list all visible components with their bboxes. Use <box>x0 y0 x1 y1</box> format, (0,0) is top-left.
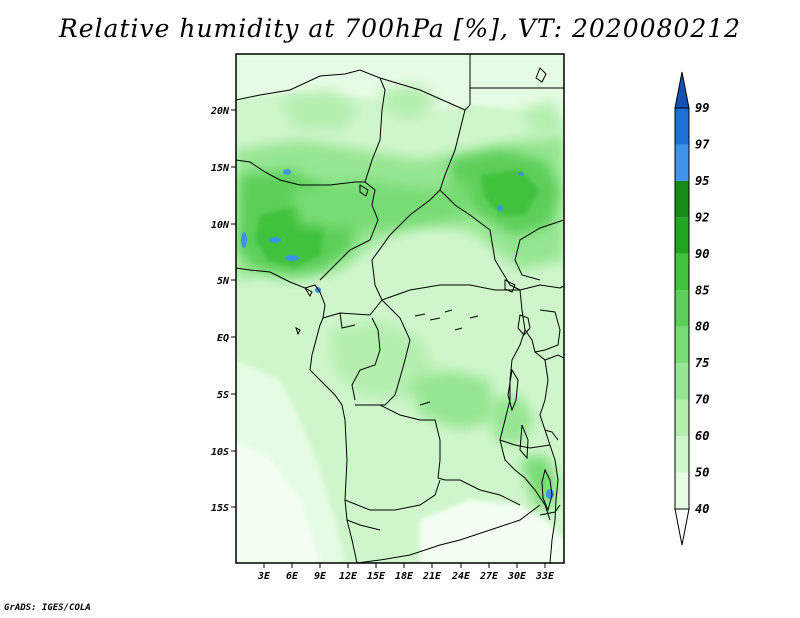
lat-label: 5N <box>217 276 230 287</box>
humidity-field <box>236 54 564 563</box>
lon-label: 18E <box>395 571 414 582</box>
colorbar-label: 92 <box>695 210 709 224</box>
colorbar-bin <box>675 217 689 254</box>
grads-credit: GrADS: IGES/COLA <box>4 603 91 613</box>
colorbar-label: 75 <box>695 356 709 370</box>
colorbar-bin <box>675 363 689 400</box>
lon-label: 6E <box>286 571 299 582</box>
lat-label: 10N <box>211 220 230 231</box>
colorbar-label: 40 <box>695 502 709 516</box>
colorbar-bin <box>675 326 689 364</box>
colorbar-label: 95 <box>695 174 709 188</box>
colorbar-max-triangle <box>674 71 690 109</box>
colorbar-label: 60 <box>695 429 709 443</box>
colorbar-label: 85 <box>695 283 709 297</box>
map-frame <box>235 53 565 564</box>
lat-label: 5S <box>217 390 229 401</box>
lon-label: 24E <box>451 571 471 582</box>
lon-label: 27E <box>479 571 499 582</box>
colorbar-legend: 40 50 60 70 75 80 85 90 92 95 97 99 <box>674 71 710 546</box>
colorbar-bin <box>675 144 689 181</box>
colorbar-bin <box>675 108 689 145</box>
colorbar-bin <box>675 290 689 327</box>
lat-label: EQ <box>217 333 229 344</box>
lon-axis: 3E 6E 9E 12E 15E 18E 21E 24E 27E 30E 33E <box>257 563 555 582</box>
colorbar-bin <box>675 180 689 218</box>
lat-label: 15S <box>211 503 229 514</box>
colorbar-bin <box>675 472 689 509</box>
lon-label: 33E <box>535 571 555 582</box>
lat-label: 20N <box>210 106 230 117</box>
colorbar-label: 80 <box>695 320 709 334</box>
colorbar-label: 50 <box>695 466 709 480</box>
lon-label: 3E <box>257 571 271 582</box>
lat-label: 15N <box>211 163 230 174</box>
colorbar-label: 90 <box>695 247 709 261</box>
colorbar-bin <box>675 399 689 437</box>
lat-label: 10S <box>211 447 229 458</box>
lon-label: 9E <box>314 571 327 582</box>
lon-label: 12E <box>339 571 358 582</box>
colorbar-min-triangle <box>674 508 690 546</box>
colorbar-label: 97 <box>695 137 710 151</box>
colorbar-bin <box>675 253 689 291</box>
colorbar-label: 70 <box>695 393 709 407</box>
colorbar-label: 99 <box>695 101 709 115</box>
lon-label: 15E <box>367 571 386 582</box>
country-borders <box>236 54 564 563</box>
colorbar-outline <box>674 107 690 510</box>
map-title: Relative humidity at 700hPa [%], VT: 202… <box>58 14 742 43</box>
lon-label: 21E <box>422 571 442 582</box>
lat-axis: 20N 15N 10N 5N EQ 5S 10S 15S <box>210 106 236 514</box>
lon-label: 30E <box>507 571 527 582</box>
colorbar-bin <box>675 436 689 473</box>
